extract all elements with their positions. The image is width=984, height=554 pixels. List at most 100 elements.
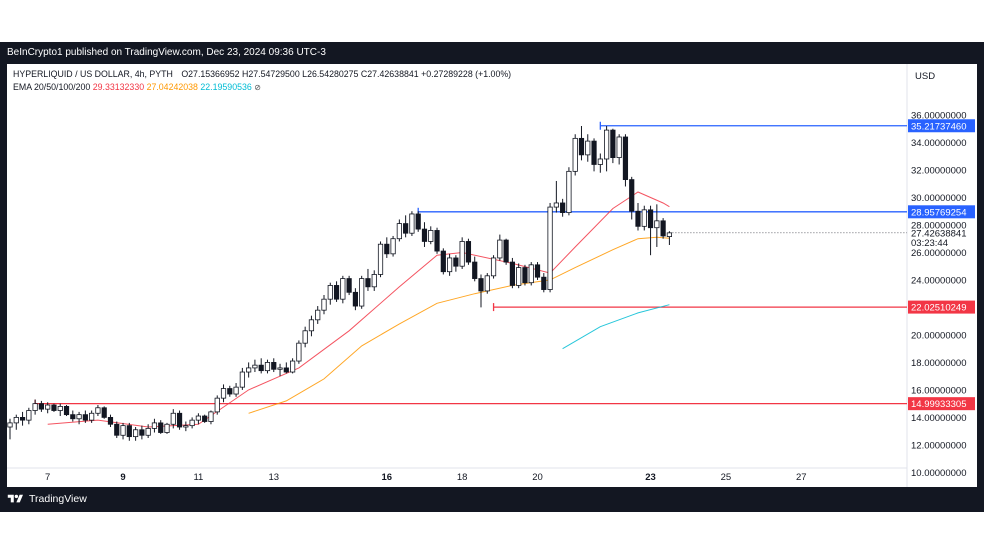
candle-body (296, 342, 302, 362)
candle-body (434, 230, 440, 252)
chart-frame: BeInCrypto1 published on TradingView.com… (0, 42, 984, 512)
bar-countdown-label: 03:23:44 (911, 238, 948, 249)
candle-body (509, 261, 516, 286)
chart-legend: HYPERLIQUID / US DOLLAR, 4h, PYTH O27.15… (13, 68, 511, 94)
y-tick-label: 28.00000000 (911, 220, 966, 231)
eye-slash-icon[interactable]: ⊘ (254, 82, 261, 92)
candle-body (133, 429, 139, 438)
footer-brand[interactable]: TradingView (7, 491, 87, 507)
x-tick-label: 20 (532, 472, 543, 483)
candle-body (258, 364, 264, 372)
candle-body (271, 362, 277, 370)
candle-body (578, 137, 585, 156)
chart-panel[interactable]: 36.00000000 34.00000000 32.00000000 30.0000… (7, 64, 977, 487)
y-tick-label: 30.00000000 (911, 193, 966, 204)
candle-body (126, 425, 132, 438)
brand-name: TradingView (29, 493, 87, 505)
candle-body (390, 238, 396, 255)
ema-lines (47, 191, 670, 428)
candle-body (158, 422, 164, 433)
currency-label: USD (915, 71, 935, 82)
candle-body (333, 285, 340, 300)
candle-body (490, 257, 497, 277)
x-tick-label: 27 (796, 472, 807, 483)
candle-body (139, 429, 145, 436)
ema50-line (248, 236, 670, 414)
y-tick-label: 34.00000000 (911, 138, 966, 149)
candle-body (597, 158, 603, 165)
candle-body (195, 415, 201, 421)
x-tick-label: 23 (645, 472, 656, 483)
candle-body (82, 414, 88, 421)
candle-body (246, 367, 252, 373)
ema20-value: 29.33132330 (92, 81, 145, 92)
close-value: 27.42638841 (367, 69, 419, 79)
ema100-value: 22.19590536 (200, 81, 252, 92)
candle-body (208, 411, 214, 422)
candle-body (585, 140, 591, 156)
candle-body (359, 278, 365, 307)
candle-body (534, 264, 541, 278)
candle-body (264, 362, 271, 372)
candle-body (321, 298, 327, 311)
candle-body (233, 386, 239, 395)
candle-body (365, 278, 371, 288)
candle-body (384, 243, 390, 255)
candle-body (666, 232, 673, 237)
x-tick-label: 7 (45, 472, 50, 483)
y-tick-label: 32.00000000 (911, 165, 966, 176)
level-price-label: 28.95769254 (911, 207, 966, 218)
candle-body (107, 416, 114, 425)
close-label: C (360, 69, 368, 79)
candle-body (610, 129, 616, 159)
y-tick-label: 20.00000000 (911, 330, 966, 341)
candle-body (377, 243, 384, 275)
candle-body (346, 278, 352, 293)
candle-body (459, 241, 465, 267)
candle-body (283, 367, 289, 373)
y-tick-label: 14.00000000 (911, 413, 966, 424)
candle-body (89, 412, 95, 421)
candle-body (151, 422, 158, 429)
x-tick-label: 18 (457, 472, 468, 483)
ema100-line (562, 304, 670, 350)
candle-body (528, 264, 534, 284)
candle-body (45, 404, 51, 410)
level-price-label: 35.21737460 (911, 121, 966, 132)
candle-body (183, 425, 189, 428)
candle-body (660, 220, 666, 237)
candle-body (409, 213, 415, 234)
price-chart[interactable]: 36.00000000 34.00000000 32.00000000 30.0000… (7, 64, 977, 487)
candle-body (497, 239, 503, 259)
candle-body (453, 257, 459, 267)
x-tick-label: 9 (120, 472, 125, 483)
candle-body (553, 202, 559, 208)
candle-body (547, 206, 553, 290)
candle-body (428, 230, 434, 242)
candle-body (164, 423, 170, 433)
candle-body (327, 285, 333, 300)
candle-body (19, 416, 26, 421)
price-labels: 35.21737460 28.95769254 22.02510249 14.9993… (672, 119, 975, 411)
candle-body (57, 405, 63, 411)
publisher-text: BeInCrypto1 published on TradingView.com… (7, 47, 326, 58)
candle-body (63, 405, 70, 416)
candle-body (189, 419, 195, 427)
candle-body (572, 137, 578, 172)
candle-body (421, 228, 428, 242)
candle-body (51, 404, 57, 411)
candle-body (629, 179, 635, 212)
candle-body (252, 364, 258, 369)
level-price-tag (908, 397, 975, 411)
candle-body (289, 360, 296, 373)
publisher-bar: BeInCrypto1 published on TradingView.com… (0, 42, 984, 64)
candle-body (647, 209, 654, 229)
candle-body (114, 423, 120, 436)
ema50-value: 27.04242038 (146, 81, 198, 92)
ema-row[interactable]: EMA 20/50/100/200 29.33132330 27.0424203… (13, 81, 511, 95)
candle-body (315, 309, 321, 321)
candle-body (484, 275, 490, 292)
candle-body (566, 170, 572, 213)
candle-body (641, 209, 647, 227)
candle-body (26, 410, 32, 421)
